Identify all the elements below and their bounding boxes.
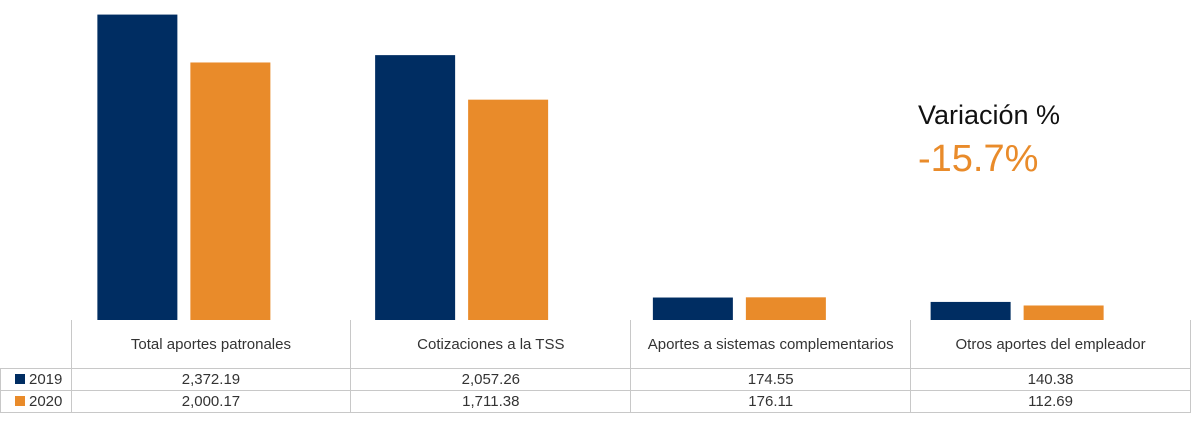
value-cell: 140.38 bbox=[910, 368, 1191, 391]
corner-cell bbox=[0, 320, 72, 369]
legend-label: 2019 bbox=[29, 371, 63, 388]
bar bbox=[1023, 305, 1104, 320]
bar bbox=[97, 14, 178, 321]
header-row: Total aportes patronales Cotizaciones a l… bbox=[0, 320, 1191, 369]
legend-label: 2020 bbox=[29, 393, 63, 410]
bar bbox=[190, 62, 271, 320]
annotation-label: Variación % bbox=[918, 100, 1061, 130]
category-label: Otros aportes del empleador bbox=[910, 320, 1191, 369]
legend-swatch bbox=[15, 396, 25, 406]
category-label: Cotizaciones a la TSS bbox=[350, 320, 632, 369]
category-label: Total aportes patronales bbox=[70, 320, 352, 369]
bar bbox=[745, 297, 826, 320]
series-row: 2019 2,372.19 2,057.26 174.55 140.38 bbox=[0, 368, 1191, 391]
category-label: Aportes a sistemas complementarios bbox=[630, 320, 912, 369]
legend-cell: 2019 bbox=[0, 368, 72, 391]
data-table: Total aportes patronales Cotizaciones a l… bbox=[0, 320, 1191, 413]
value-cell: 112.69 bbox=[910, 390, 1191, 413]
value-cell: 2,057.26 bbox=[350, 368, 632, 391]
value-cell: 176.11 bbox=[630, 390, 912, 413]
legend-swatch bbox=[15, 374, 25, 384]
legend-cell: 2020 bbox=[0, 390, 72, 413]
series-row: 2020 2,000.17 1,711.38 176.11 112.69 bbox=[0, 390, 1191, 413]
bar bbox=[930, 301, 1011, 320]
value-cell: 1,711.38 bbox=[350, 390, 632, 413]
value-cell: 2,000.17 bbox=[70, 390, 352, 413]
bar bbox=[468, 99, 549, 321]
value-cell: 2,372.19 bbox=[70, 368, 352, 391]
annotation-value: -15.7% bbox=[918, 138, 1039, 180]
value-cell: 174.55 bbox=[630, 368, 912, 391]
bar bbox=[375, 55, 456, 320]
bar bbox=[652, 297, 733, 320]
